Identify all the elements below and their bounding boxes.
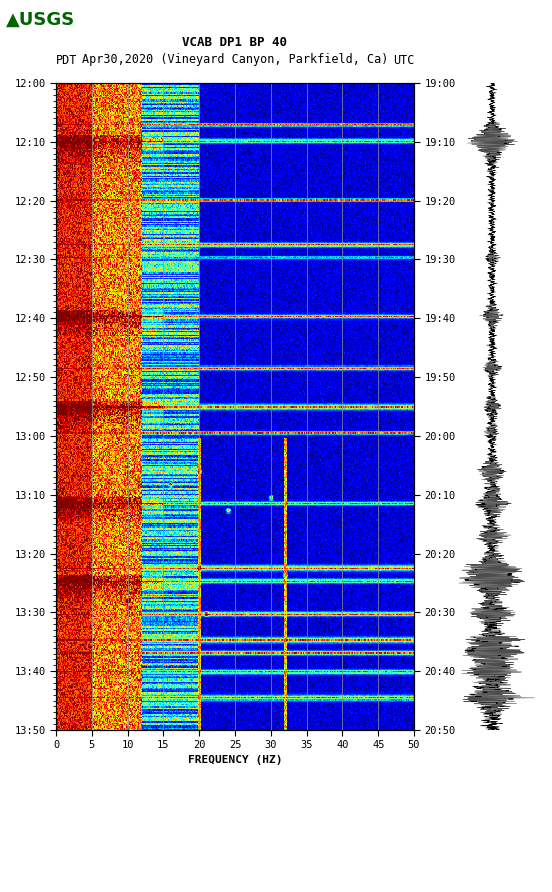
Text: ▲USGS: ▲USGS — [6, 11, 75, 29]
Text: Apr30,2020 (Vineyard Canyon, Parkfield, Ca): Apr30,2020 (Vineyard Canyon, Parkfield, … — [82, 54, 388, 67]
X-axis label: FREQUENCY (HZ): FREQUENCY (HZ) — [188, 755, 282, 764]
Text: UTC: UTC — [392, 54, 414, 67]
Text: PDT: PDT — [56, 54, 77, 67]
Text: VCAB DP1 BP 40: VCAB DP1 BP 40 — [183, 36, 288, 48]
